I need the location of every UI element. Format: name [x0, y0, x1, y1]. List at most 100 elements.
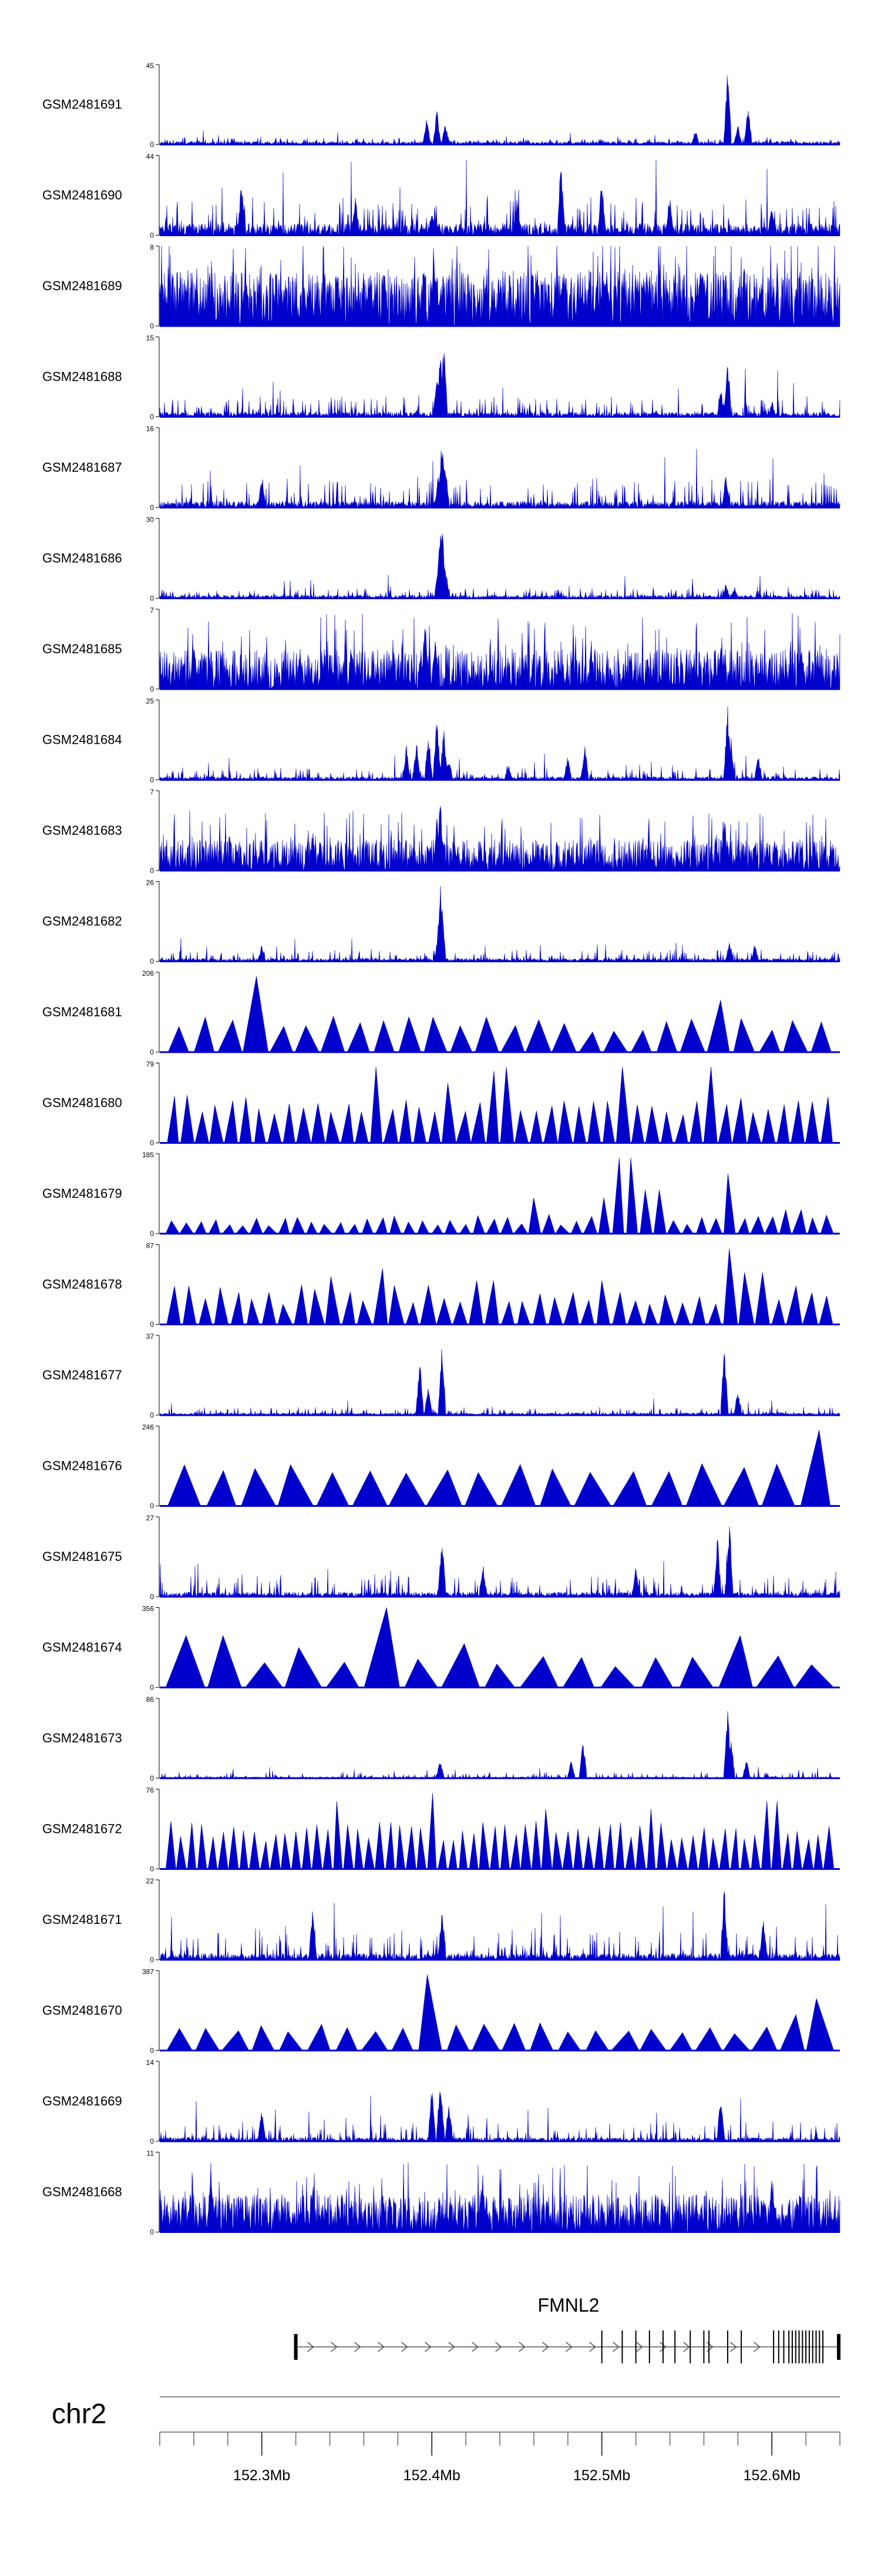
- y-min-label: 0: [150, 595, 154, 603]
- track-GSM2481680: GSM2481680 79 0: [42, 1060, 840, 1147]
- y-min-label: 0: [150, 231, 154, 240]
- exon-mark: [621, 2330, 623, 2363]
- strand-arrow: [589, 2342, 596, 2352]
- signal-area: [159, 806, 840, 871]
- x-tick-label: 152.4Mb: [403, 2467, 460, 2484]
- signal-area: [159, 2162, 840, 2232]
- y-max-label: 7: [150, 606, 154, 614]
- exon-mark: [690, 2330, 691, 2363]
- track-GSM2481683: GSM2481683 7 0: [42, 788, 840, 875]
- track-GSM2481677: GSM2481677 37 0: [42, 1332, 840, 1419]
- signal-area: [159, 533, 840, 599]
- gene-track: FMNL2: [294, 2295, 840, 2363]
- signal-area: [167, 1067, 833, 1143]
- y-min-label: 0: [150, 140, 154, 149]
- strand-arrow: [542, 2342, 549, 2352]
- signal-area: [166, 1793, 835, 1869]
- signal-area: [159, 1527, 840, 1597]
- track-label: GSM2481680: [42, 1096, 122, 1110]
- track-label: GSM2481687: [42, 460, 122, 475]
- track-label: GSM2481689: [42, 278, 122, 293]
- y-max-label: 30: [146, 516, 154, 524]
- y-min-label: 0: [150, 1411, 154, 1419]
- strand-arrow: [660, 2342, 667, 2352]
- exon-mark: [791, 2330, 793, 2363]
- y-max-label: 246: [142, 1423, 154, 1432]
- strand-arrow: [613, 2342, 620, 2352]
- track-label: GSM2481684: [42, 733, 122, 747]
- y-min-label: 0: [150, 1230, 154, 1238]
- exon-mark: [822, 2330, 824, 2363]
- y-max-label: 79: [146, 1060, 154, 1069]
- signal-area: [159, 75, 840, 145]
- y-max-label: 206: [142, 969, 154, 978]
- y-max-label: 27: [146, 1514, 154, 1522]
- gene-name-label: FMNL2: [538, 2295, 600, 2316]
- y-min-label: 0: [150, 1774, 154, 1782]
- track-GSM2481685: GSM2481685 7 0: [42, 606, 840, 693]
- exon-mark: [773, 2330, 775, 2363]
- signal-area: [159, 1711, 840, 1779]
- signal-area: [159, 449, 840, 508]
- track-label: GSM2481669: [42, 2094, 122, 2108]
- track-GSM2481668: GSM2481668 11 0: [42, 2150, 840, 2236]
- track-label: GSM2481681: [42, 1005, 122, 1019]
- y-max-label: 44: [146, 153, 154, 161]
- signal-area: [165, 1157, 834, 1234]
- track-label: GSM2481679: [42, 1186, 122, 1201]
- y-max-label: 76: [146, 1786, 154, 1795]
- signal-area: [159, 1891, 840, 1960]
- signal-area: [159, 613, 840, 690]
- strand-arrow: [425, 2342, 432, 2352]
- strand-arrow: [495, 2342, 502, 2352]
- strand-arrow: [448, 2342, 455, 2352]
- y-min-label: 0: [150, 1502, 154, 1510]
- exon-mark: [812, 2330, 813, 2363]
- y-min-label: 0: [150, 2047, 154, 2055]
- signal-tracks: GSM2481691450GSM2481690440GSM248168980GS…: [42, 62, 840, 2236]
- y-min-label: 0: [150, 1321, 154, 1329]
- strand-arrow: [566, 2342, 573, 2352]
- signal-area: [167, 976, 832, 1053]
- track-label: GSM2481672: [42, 1822, 122, 1836]
- y-max-label: 15: [146, 334, 154, 342]
- y-max-label: 86: [146, 1695, 154, 1704]
- track-label: GSM2481674: [42, 1640, 122, 1655]
- y-min-label: 0: [150, 776, 154, 784]
- strand-arrow: [636, 2342, 643, 2352]
- exon-mark: [815, 2330, 817, 2363]
- signal-area: [166, 1248, 833, 1325]
- y-max-label: 14: [146, 2058, 154, 2067]
- y-max-label: 37: [146, 1332, 154, 1341]
- track-label: GSM2481686: [42, 551, 122, 566]
- track-label: GSM2481670: [42, 2003, 122, 2018]
- exon-mark: [778, 2330, 779, 2363]
- track-label: GSM2481668: [42, 2185, 122, 2199]
- track-label: GSM2481682: [42, 914, 122, 929]
- track-label: GSM2481673: [42, 1731, 122, 1745]
- track-label: GSM2481690: [42, 188, 122, 203]
- strand-arrow: [401, 2342, 408, 2352]
- y-min-label: 0: [150, 503, 154, 512]
- track-GSM2481682: GSM2481682 26 0: [42, 879, 840, 966]
- track-GSM2481681: GSM2481681 206 0: [42, 969, 840, 1056]
- signal-area: [159, 886, 840, 962]
- x-tick-label: 152.3Mb: [233, 2467, 290, 2484]
- exon-mark: [601, 2330, 603, 2363]
- y-min-label: 0: [150, 1593, 154, 1601]
- exon-mark: [795, 2330, 796, 2363]
- exon-mark: [708, 2330, 710, 2363]
- track-GSM2481689: GSM2481689 8 0: [42, 243, 840, 330]
- signal-area: [165, 1607, 835, 1688]
- signal-area: [159, 1349, 840, 1416]
- signal-area: [166, 1974, 835, 2051]
- track-GSM2481671: GSM2481671 22 0: [42, 1877, 840, 1964]
- exon-mark: [703, 2330, 705, 2363]
- track-GSM2481670: GSM2481670 387 0: [42, 1968, 840, 2055]
- track-GSM2481679: GSM2481679 185 0: [42, 1151, 840, 1238]
- exon-mark: [805, 2330, 807, 2363]
- track-GSM2481688: GSM2481688 15 0: [42, 334, 840, 421]
- exon-mark: [798, 2330, 800, 2363]
- track-GSM2481672: GSM2481672 76 0: [42, 1786, 840, 1873]
